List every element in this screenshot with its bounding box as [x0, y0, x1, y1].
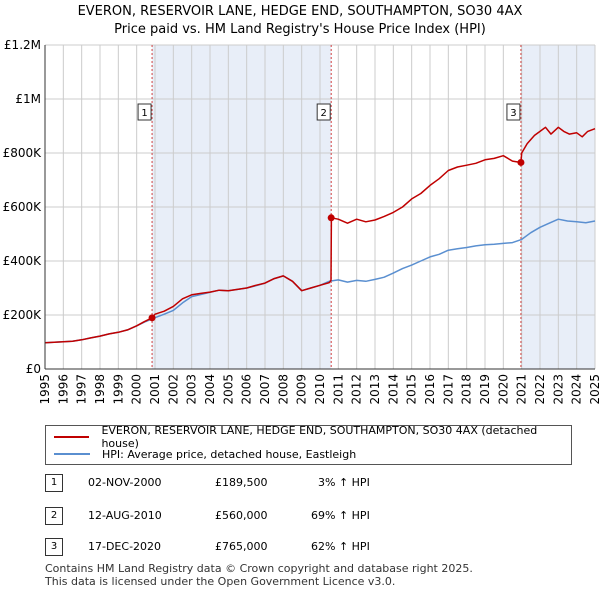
y-tick-label: £400K — [3, 254, 43, 268]
x-tick-label: 1995 — [38, 374, 52, 405]
transaction-date: 02-NOV-2000 — [88, 476, 162, 489]
y-tick-label: £600K — [3, 200, 43, 214]
x-tick-label: 2003 — [185, 374, 199, 405]
x-tick-label: 2004 — [203, 374, 217, 405]
transaction-number: 3 — [45, 538, 63, 556]
x-tick-label: 2006 — [240, 374, 254, 405]
x-tick-label: 2018 — [460, 374, 474, 405]
x-tick-label: 2014 — [386, 374, 400, 405]
transaction-date: 17-DEC-2020 — [88, 540, 162, 553]
price-chart: 1 2 3 £0 £200K £400K £600K £800K £1M £1.2M 1995 19… — [3, 38, 600, 405]
legend-price-swatch — [54, 436, 90, 438]
footer-licence: This data is licensed under the Open Gov… — [45, 575, 396, 588]
x-tick-label: 2020 — [496, 374, 510, 405]
marker-label: 2 — [320, 108, 326, 119]
x-tick-label: 2015 — [405, 374, 419, 405]
chart-title-line2: Price paid vs. HM Land Registry's House … — [114, 22, 486, 37]
x-tick-label: 2025 — [588, 374, 600, 405]
y-tick-label: £1M — [15, 92, 41, 106]
legend: EVERON, RESERVOIR LANE, HEDGE END, SOUTH… — [45, 424, 572, 465]
x-tick-label: 2009 — [295, 374, 309, 405]
y-tick-label: £0 — [26, 362, 41, 376]
x-tick-label: 2021 — [515, 374, 529, 405]
x-tick-label: 1998 — [93, 374, 107, 405]
transaction-price: £189,500 — [215, 476, 268, 489]
x-tick-label: 2016 — [423, 374, 437, 405]
axes: £0 £200K £400K £600K £800K £1M £1.2M 1995 1996 19… — [3, 38, 600, 405]
x-tick-label: 2012 — [350, 374, 364, 405]
y-tick-label: £800K — [3, 146, 43, 160]
x-tick-label: 1997 — [75, 374, 89, 405]
x-tick-label: 2008 — [276, 374, 290, 405]
legend-item-hpi: HPI: Average price, detached house, East… — [54, 446, 356, 462]
y-tick-label: £1.2M — [4, 38, 41, 52]
sale-point — [148, 314, 156, 322]
marker-label-box — [506, 103, 521, 121]
x-tick-label: 2011 — [331, 374, 345, 405]
transaction-date: 12-AUG-2010 — [88, 509, 162, 522]
marker-label: 1 — [141, 108, 147, 119]
legend-hpi-swatch — [54, 453, 90, 455]
x-tick-label: 2017 — [441, 374, 455, 405]
x-tick-label: 1996 — [56, 374, 70, 405]
x-tick-label: 2024 — [570, 374, 584, 405]
transaction-number: 2 — [45, 507, 63, 525]
x-tick-label: 1999 — [111, 374, 125, 405]
footer: Contains HM Land Registry data © Crown c… — [45, 562, 473, 588]
x-tick-label: 2010 — [313, 374, 327, 405]
transaction-hpi: 62% ↑ HPI — [311, 540, 370, 553]
legend-price-label: EVERON, RESERVOIR LANE, HEDGE END, SOUTH… — [101, 424, 538, 450]
y-tick-label: £200K — [3, 308, 43, 322]
x-tick-label: 2000 — [130, 374, 144, 405]
transaction-number: 1 — [45, 474, 63, 492]
transaction-price: £560,000 — [215, 509, 268, 522]
x-tick-label: 2013 — [368, 374, 382, 405]
sale-point — [517, 158, 525, 166]
footer-copyright: Contains HM Land Registry data © Crown c… — [45, 562, 473, 575]
x-tick-label: 2007 — [258, 374, 272, 405]
x-tick-label: 2002 — [166, 374, 180, 405]
transaction-price: £765,000 — [215, 540, 268, 553]
marker-label-box — [137, 103, 152, 121]
marker-label: 3 — [510, 108, 516, 119]
transaction-hpi: 3% ↑ HPI — [318, 476, 370, 489]
legend-item-price: EVERON, RESERVOIR LANE, HEDGE END, SOUTH… — [54, 424, 571, 450]
x-tick-label: 2023 — [551, 374, 565, 405]
transaction-hpi: 69% ↑ HPI — [311, 509, 370, 522]
legend-hpi-label: HPI: Average price, detached house, East… — [102, 447, 357, 461]
x-tick-label: 2019 — [478, 374, 492, 405]
marker-label-box — [316, 103, 331, 121]
chart-title-line1: EVERON, RESERVOIR LANE, HEDGE END, SOUTH… — [77, 4, 523, 19]
sale-point — [327, 214, 335, 222]
sale-markers: 1 2 3 — [137, 103, 525, 322]
x-tick-label: 2005 — [221, 374, 235, 405]
x-tick-label: 2001 — [148, 374, 162, 405]
x-tick-label: 2022 — [533, 374, 547, 405]
